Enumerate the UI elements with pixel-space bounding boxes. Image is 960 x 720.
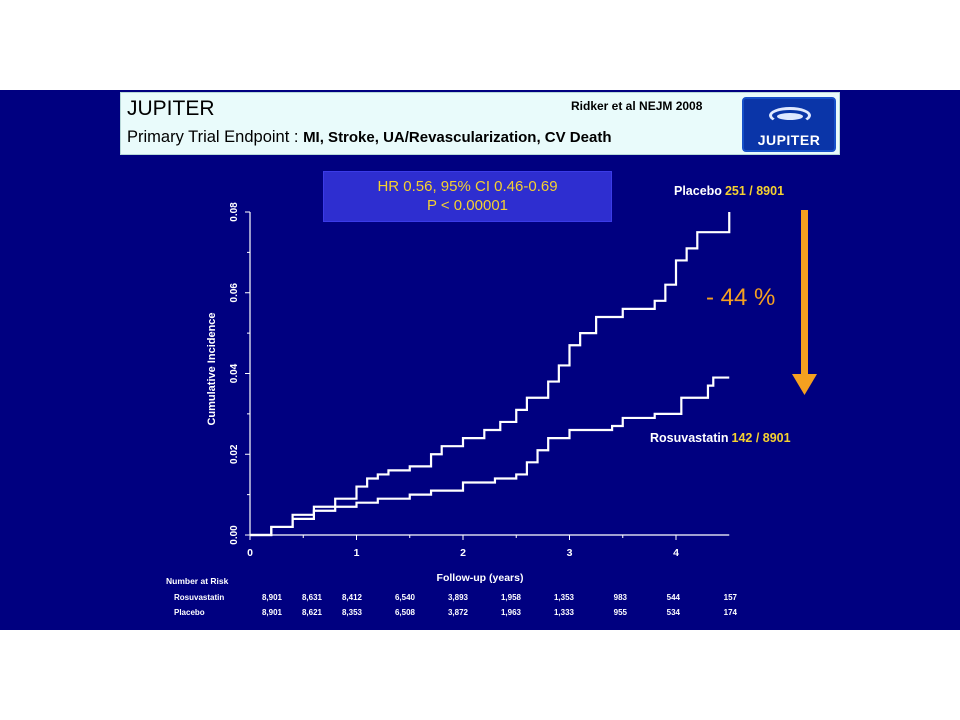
x-tick-label: 1	[354, 547, 360, 559]
logo-swoosh-inner-icon	[777, 113, 803, 120]
risk-cell: 8,901	[261, 608, 282, 617]
citation: Ridker et al NEJM 2008	[571, 99, 703, 113]
risk-cell: 8,631	[301, 593, 322, 602]
risk-cell: 1,958	[500, 593, 521, 602]
placebo-count: 251 / 8901	[725, 184, 784, 198]
p-value-text: P < 0.00001	[426, 197, 509, 214]
rosuvastatin-label: Rosuvastatin	[650, 431, 729, 445]
y-tick-label: 0.02	[229, 444, 240, 464]
jupiter-logo: JUPITER	[742, 97, 836, 152]
risk-cell: 8,901	[261, 593, 282, 602]
risk-cell: 3,872	[447, 608, 468, 617]
chart-curves	[250, 212, 731, 537]
subtitle-prefix: Primary Trial Endpoint :	[127, 128, 304, 146]
risk-cell: 6,540	[394, 593, 415, 602]
risk-cell: 157	[723, 593, 737, 602]
logo-text: JUPITER	[757, 132, 821, 148]
y-axis-label: Cumulative Incidence	[206, 312, 218, 425]
slide-title: JUPITER	[127, 97, 215, 120]
risk-cell: 1,333	[553, 608, 574, 617]
risk-row-label: Placebo	[174, 608, 205, 617]
risk-cell: 544	[666, 593, 680, 602]
reduction-percent: - 44 %	[706, 284, 775, 311]
subtitle-detail: MI, Stroke, UA/Revascularization, CV Dea…	[303, 129, 612, 146]
y-tick-label: 0.08	[229, 202, 240, 222]
risk-cell: 534	[666, 608, 680, 617]
logo-swoosh-icon	[769, 107, 811, 124]
risk-cell: 8,412	[341, 593, 362, 602]
risk-cell: 955	[613, 608, 627, 617]
risk-cell: 983	[613, 593, 627, 602]
x-tick-label: 4	[673, 547, 679, 559]
risk-cell: 6,508	[394, 608, 415, 617]
placebo-annotation: Placebo 251 / 8901	[674, 184, 784, 198]
risk-row-label: Rosuvastatin	[174, 593, 225, 602]
risk-cell: 1,963	[500, 608, 521, 617]
y-tick-label: 0.06	[229, 283, 240, 303]
rosuvastatin-count: 142 / 8901	[732, 431, 791, 445]
hazard-ratio-text: HR 0.56, 95% CI 0.46-0.69	[377, 178, 558, 195]
y-tick-label: 0.04	[229, 363, 240, 383]
slide-subtitle: Primary Trial Endpoint : MI, Stroke, UA/…	[127, 128, 611, 147]
curve-rosuvastatin	[250, 376, 730, 537]
title-banner: JUPITER Primary Trial Endpoint : MI, Str…	[120, 92, 840, 155]
risk-cell: 3,893	[447, 593, 468, 602]
risk-cell: 1,353	[553, 593, 574, 602]
x-axis-label: Follow-up (years)	[437, 572, 524, 584]
x-tick-label: 3	[567, 547, 573, 559]
chart-axes: 0.00 0.02 0.04 0.06 0.08 0 1 2 3 4	[229, 202, 730, 559]
curve-placebo	[250, 212, 731, 537]
x-tick-label: 2	[460, 547, 466, 559]
risk-cell: 174	[723, 608, 737, 617]
risk-cell: 8,621	[301, 608, 322, 617]
risk-table-title: Number at Risk	[166, 576, 229, 586]
risk-cell: 8,353	[341, 608, 362, 617]
reduction-arrow-icon	[792, 210, 817, 395]
placebo-label: Placebo	[674, 184, 722, 198]
hazard-ratio-box: HR 0.56, 95% CI 0.46-0.69 P < 0.00001	[323, 171, 612, 222]
y-tick-label: 0.00	[229, 525, 240, 545]
rosuvastatin-annotation: Rosuvastatin 142 / 8901	[650, 431, 791, 445]
x-tick-label: 0	[247, 547, 253, 559]
